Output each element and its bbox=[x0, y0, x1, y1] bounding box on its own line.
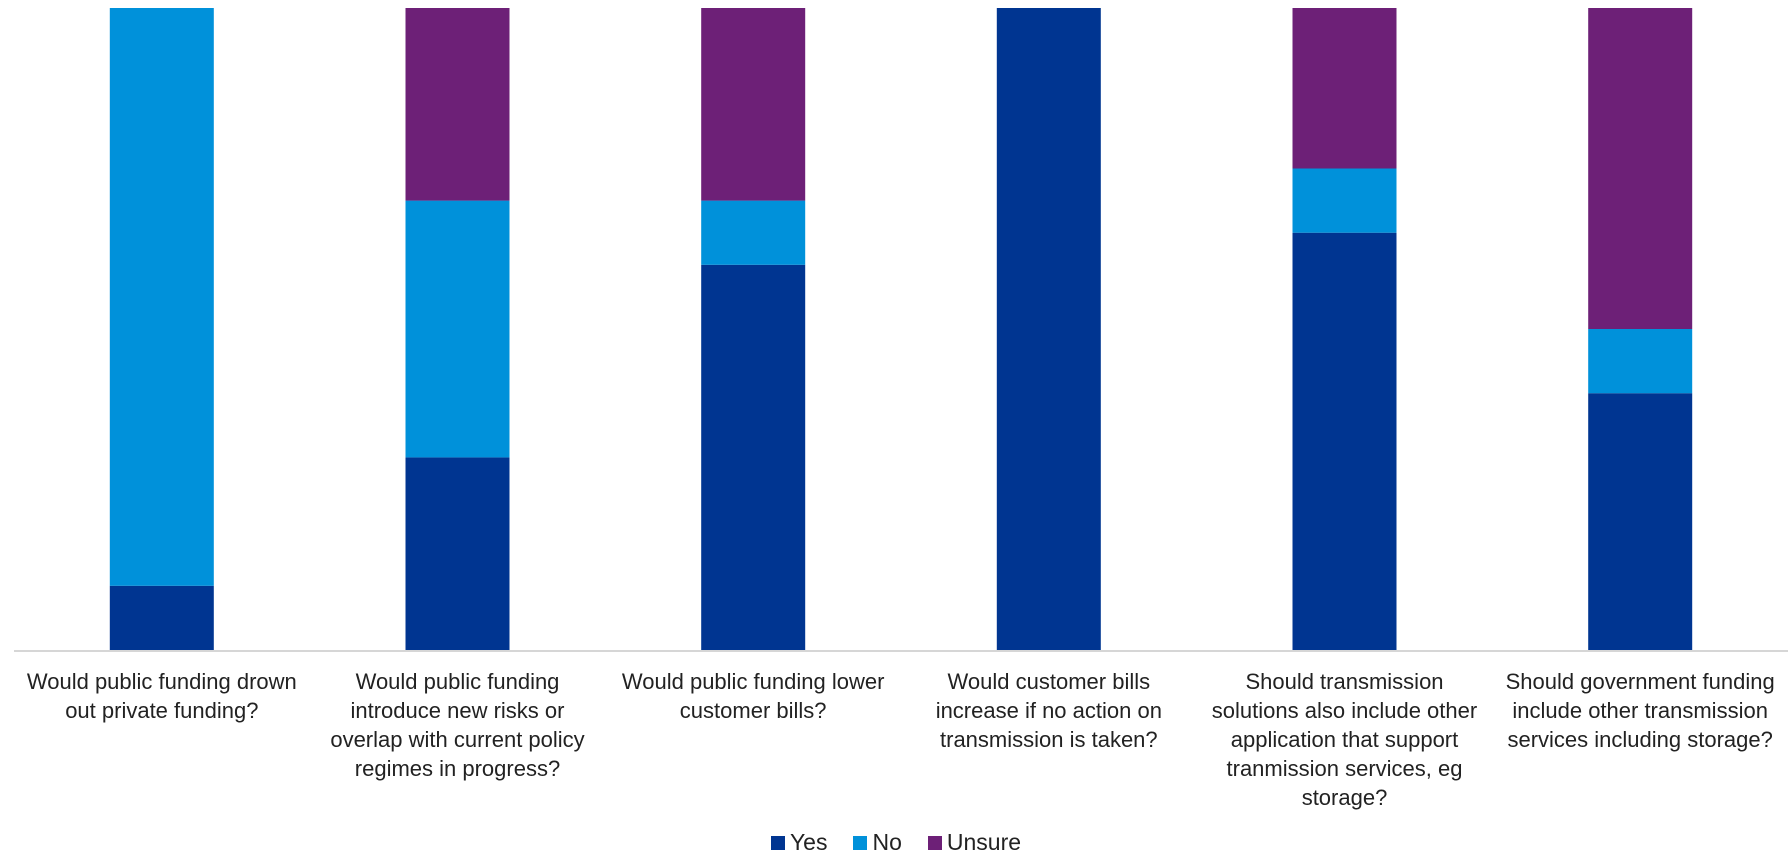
category-label-5: Should transmission solutions also inclu… bbox=[1211, 669, 1478, 810]
bars-group bbox=[109, 8, 1693, 650]
bar-segment-unsure-2 bbox=[405, 8, 510, 201]
category-label-4: Would customer bills increase if no acti… bbox=[935, 669, 1162, 752]
legend: Yes No Unsure bbox=[0, 829, 1792, 856]
legend-swatch-unsure bbox=[927, 835, 942, 850]
category-label-1: Would public funding drown out private f… bbox=[26, 669, 297, 723]
bar-segment-unsure-6 bbox=[1588, 8, 1693, 329]
bar-segment-yes-6 bbox=[1588, 393, 1693, 650]
bar-segment-unsure-5 bbox=[1292, 8, 1397, 169]
legend-item-yes: Yes bbox=[770, 829, 828, 856]
bar-segment-no-2 bbox=[405, 200, 510, 458]
bar-segment-yes-3 bbox=[701, 264, 806, 650]
legend-label-no: No bbox=[872, 829, 902, 855]
bar-segment-no-3 bbox=[701, 200, 806, 265]
legend-item-no: No bbox=[853, 829, 902, 856]
bar-segment-yes-1 bbox=[109, 585, 214, 650]
category-label-2: Would public funding introduce new risks… bbox=[330, 669, 585, 781]
bar-segment-no-6 bbox=[1588, 329, 1693, 394]
bar-segment-yes-4 bbox=[996, 8, 1101, 650]
legend-label-unsure: Unsure bbox=[946, 829, 1022, 855]
category-label-3: Would public funding lower customer bill… bbox=[621, 669, 885, 723]
bar-segment-yes-5 bbox=[1292, 232, 1397, 650]
legend-swatch-yes bbox=[770, 835, 785, 850]
category-label-6: Should government funding include other … bbox=[1505, 669, 1775, 752]
bar-segment-no-1 bbox=[109, 8, 214, 586]
bar-segment-yes-2 bbox=[405, 457, 510, 650]
bar-segment-unsure-3 bbox=[701, 8, 806, 201]
legend-label-yes: Yes bbox=[789, 829, 828, 855]
bar-segment-no-5 bbox=[1292, 168, 1397, 233]
legend-swatch-no bbox=[853, 835, 868, 850]
legend-item-unsure: Unsure bbox=[927, 829, 1022, 856]
